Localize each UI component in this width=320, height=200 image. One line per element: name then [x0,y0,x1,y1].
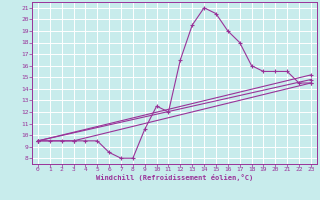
X-axis label: Windchill (Refroidissement éolien,°C): Windchill (Refroidissement éolien,°C) [96,174,253,181]
